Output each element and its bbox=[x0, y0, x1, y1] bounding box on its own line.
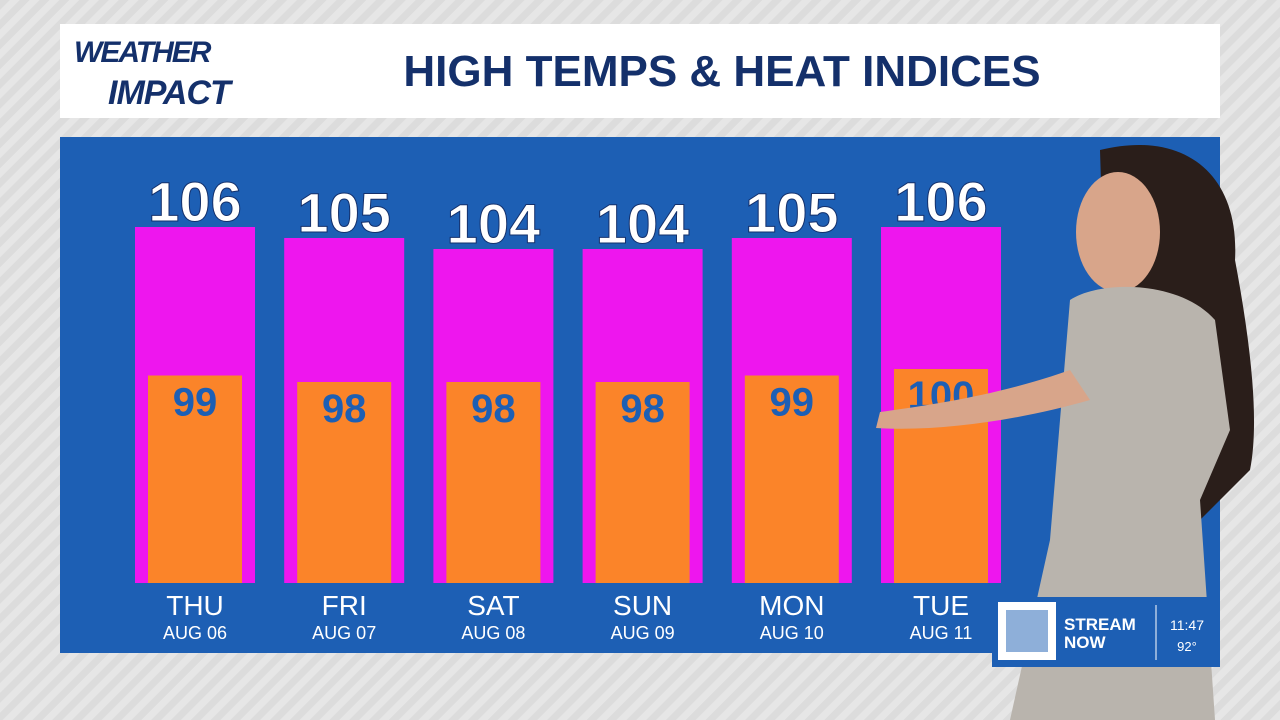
heat-index-label: 106 bbox=[894, 170, 987, 233]
high-temp-bar bbox=[595, 382, 690, 583]
high-temp-label: 98 bbox=[620, 387, 665, 431]
high-temp-bar bbox=[744, 375, 839, 583]
date-label: AUG 07 bbox=[312, 623, 376, 643]
face bbox=[1076, 172, 1160, 292]
heat-index-label: 104 bbox=[596, 192, 689, 255]
high-temp-label: 98 bbox=[471, 387, 516, 431]
heat-index-label: 105 bbox=[745, 181, 838, 244]
date-label: AUG 06 bbox=[163, 623, 227, 643]
date-label: AUG 11 bbox=[910, 623, 973, 643]
heat-index-label: 106 bbox=[148, 170, 241, 233]
high-temp-label: 99 bbox=[173, 381, 218, 425]
day-label: TUE bbox=[913, 590, 969, 621]
high-temp-bar bbox=[297, 382, 392, 583]
date-label: AUG 08 bbox=[461, 623, 525, 643]
qr-pattern bbox=[1006, 610, 1048, 652]
arm bbox=[876, 370, 1090, 429]
badge-text: STREAM bbox=[1064, 615, 1136, 634]
stream-badge: STREAM NOW 11:47 92° bbox=[992, 597, 1220, 667]
date-label: AUG 10 bbox=[760, 623, 824, 643]
badge-text: NOW bbox=[1064, 633, 1107, 652]
temperature: 92° bbox=[1177, 639, 1197, 654]
day-label: SAT bbox=[467, 590, 519, 621]
high-temp-bar bbox=[446, 382, 541, 583]
time: 11:47 bbox=[1170, 617, 1204, 633]
day-label: MON bbox=[759, 590, 824, 621]
logo-line-1: WEATHER bbox=[74, 36, 212, 69]
high-temp-bar bbox=[148, 375, 242, 583]
heat-index-label: 104 bbox=[447, 192, 540, 255]
header-bar bbox=[60, 24, 1220, 118]
day-label: THU bbox=[166, 590, 224, 621]
date-label: AUG 09 bbox=[611, 623, 675, 643]
title: HIGH TEMPS & HEAT INDICES bbox=[403, 47, 1040, 96]
heat-index-label: 105 bbox=[297, 181, 390, 244]
high-temp-label: 98 bbox=[322, 387, 367, 431]
day-label: SUN bbox=[613, 590, 672, 621]
logo-line-2: IMPACT bbox=[108, 74, 234, 112]
day-label: FRI bbox=[322, 590, 367, 621]
high-temp-label: 99 bbox=[770, 381, 815, 425]
